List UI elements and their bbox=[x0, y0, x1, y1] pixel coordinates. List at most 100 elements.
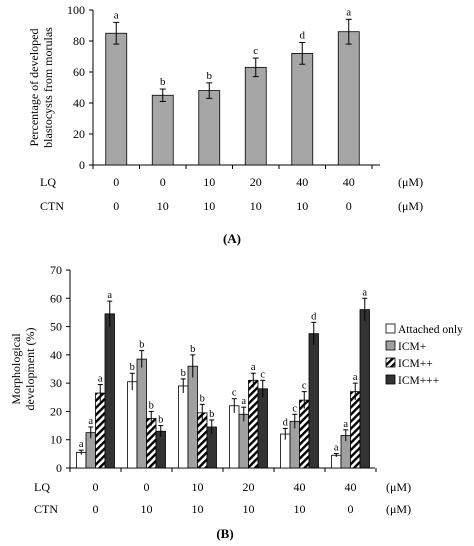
panel-a-significance-letter: a bbox=[114, 9, 119, 21]
panel-b-legend: Attached only ICM+ ICM++ ICM+++ bbox=[385, 323, 463, 387]
panel-a-y-tick-label: 40 bbox=[73, 96, 85, 110]
panel-b-bar bbox=[76, 452, 87, 469]
panel-b-row-value: 0 bbox=[348, 502, 354, 516]
panel-a-label: (A) bbox=[223, 231, 241, 246]
panel-b-label: (B) bbox=[216, 526, 233, 541]
panel-b-legend-entry: ICM++ bbox=[398, 358, 433, 370]
panel-a-y-axis-label-line: blastocysts from morulas bbox=[41, 27, 55, 148]
panel-b-treatment-rows: LQ 0 0 10 20 40 40 (μM) CTN 0 10 10 10 10 0 (μM) bbox=[34, 480, 411, 516]
panel-a-y-axis-label: Percentage of developedblastocysts from … bbox=[27, 27, 55, 148]
panel-b-row-label: CTN bbox=[34, 502, 58, 516]
panel-b-y-tick-label: 50 bbox=[50, 320, 62, 334]
panel-a-row-value: 10 bbox=[157, 199, 169, 213]
panel-a-row-value: 0 bbox=[346, 199, 352, 213]
panel-a-bar bbox=[151, 94, 174, 166]
panel-b-bar bbox=[248, 379, 259, 469]
panel-a-row-value: 0 bbox=[113, 175, 119, 189]
panel-b-legend-swatch bbox=[385, 357, 396, 368]
panel-b-y-axis-label-line: Morphological bbox=[9, 333, 23, 405]
panel-b-significance-letter: b bbox=[181, 368, 186, 379]
panel-b-significance-letter: c bbox=[260, 369, 265, 380]
panel-b-row-value: 40 bbox=[294, 480, 306, 494]
panel-b-bar bbox=[308, 333, 319, 469]
panel-a-y-tick-label: 60 bbox=[73, 65, 85, 79]
panel-b-significance-letter: a bbox=[88, 416, 93, 427]
panel-a-significance-letter: a bbox=[346, 6, 351, 18]
panel-b-bar bbox=[95, 392, 106, 469]
panel-b-significance-letter: a bbox=[362, 287, 367, 298]
panel-a-bar bbox=[337, 31, 360, 166]
panel-b-y-tick-label: 10 bbox=[50, 433, 62, 447]
panel-a-row-unit: (μM) bbox=[398, 175, 423, 189]
panel-b-y-tick-label: 20 bbox=[50, 404, 62, 418]
panel-b-bar bbox=[257, 388, 268, 469]
panel-a-bar bbox=[198, 90, 221, 166]
panel-b-bar bbox=[238, 413, 249, 469]
panel-a-bars bbox=[105, 31, 360, 166]
panel-b-row-value: 10 bbox=[192, 502, 204, 516]
panel-b-significance-letter: a bbox=[251, 362, 256, 373]
panel-a-row-value: 0 bbox=[113, 199, 119, 213]
panel-b-y-tick-label: 60 bbox=[50, 291, 62, 305]
panel-a-row-unit: (μM) bbox=[398, 199, 423, 213]
panel-a-treatment-rows: LQ 0 0 10 20 40 40 (μM) CTN 0 10 10 10 10 0 (μM) bbox=[40, 175, 423, 213]
panel-b-bar bbox=[331, 454, 342, 469]
panel-b-bar bbox=[178, 385, 189, 469]
panel-b-row-value: 10 bbox=[243, 502, 255, 516]
panel-a-row-label: LQ bbox=[40, 175, 56, 189]
panel-b-significance-letter: c bbox=[302, 381, 307, 392]
panel-b-significance-letter: c bbox=[292, 403, 297, 414]
panel-b-error-bars bbox=[78, 297, 368, 457]
panel-b-row-value: 0 bbox=[93, 480, 99, 494]
panel-a-significance-letter: d bbox=[300, 30, 306, 42]
panel-b-legend-swatch bbox=[385, 323, 396, 334]
panel-b-bar bbox=[299, 399, 310, 469]
panel-b-row-value: 40 bbox=[345, 480, 357, 494]
panel-b-legend-entry: ICM+++ bbox=[398, 375, 439, 387]
panel-a-y-tick-label: 80 bbox=[73, 34, 85, 48]
panel-b-bar bbox=[229, 405, 240, 469]
panel-b-legend-entry: ICM+ bbox=[398, 341, 426, 353]
panel-b-bar bbox=[104, 313, 115, 469]
panel-a-row-value: 10 bbox=[203, 175, 215, 189]
panel-b-significance-letter: a bbox=[353, 372, 358, 383]
panel-b-significance-letter: a bbox=[241, 396, 246, 407]
panel-b-row-value: 0 bbox=[93, 502, 99, 516]
panel-a-y-axis-label-line: Percentage of developed bbox=[27, 29, 41, 147]
panel-a-bar bbox=[244, 66, 267, 166]
panel-b-significance-letter: a bbox=[343, 419, 348, 430]
panel-b-row-unit: (μM) bbox=[386, 480, 411, 494]
panel-b-row-value: 20 bbox=[243, 480, 255, 494]
panel-b-row-value: 10 bbox=[141, 502, 153, 516]
panel-a-row-value: 10 bbox=[296, 199, 308, 213]
panel-a-significance-letter: b bbox=[207, 70, 213, 82]
panel-b-row-unit: (μM) bbox=[386, 502, 411, 516]
panel-b-significance-letter: b bbox=[158, 415, 163, 426]
panel-b-axes bbox=[66, 269, 377, 472]
panel-b-bar bbox=[136, 358, 147, 469]
panel-b-bar bbox=[127, 381, 138, 469]
panel-b-bar bbox=[146, 418, 157, 469]
panel-b-significance-letter: d bbox=[283, 417, 289, 428]
panel-b-legend-swatch bbox=[385, 340, 396, 351]
panel-a-row-label: CTN bbox=[40, 199, 64, 213]
panel-b-y-tick-label: 40 bbox=[50, 348, 62, 362]
panel-a-row-value: 20 bbox=[250, 175, 262, 189]
panel-b-significance-letter: c bbox=[232, 388, 237, 399]
panel-a-bar bbox=[105, 32, 128, 166]
panel-b-significance-letter: b bbox=[209, 409, 214, 420]
panel-b-significance-letter: b bbox=[149, 400, 154, 411]
panel-b-significance-letter: a bbox=[79, 439, 84, 450]
panel-b-y-tick-labels: 0 10 20 30 40 50 60 70 bbox=[50, 263, 62, 475]
panel-a-axes bbox=[89, 9, 380, 169]
panel-a-error-bars bbox=[113, 18, 352, 102]
panel-a-y-tick-label: 20 bbox=[73, 127, 85, 141]
panel-b-row-value: 10 bbox=[192, 480, 204, 494]
panel-a-bar bbox=[291, 53, 314, 166]
panel-b-significance-letter: b bbox=[190, 344, 195, 355]
panel-a-significance-letter: b bbox=[160, 76, 166, 88]
panel-b-legend-entry: Attached only bbox=[398, 324, 463, 336]
